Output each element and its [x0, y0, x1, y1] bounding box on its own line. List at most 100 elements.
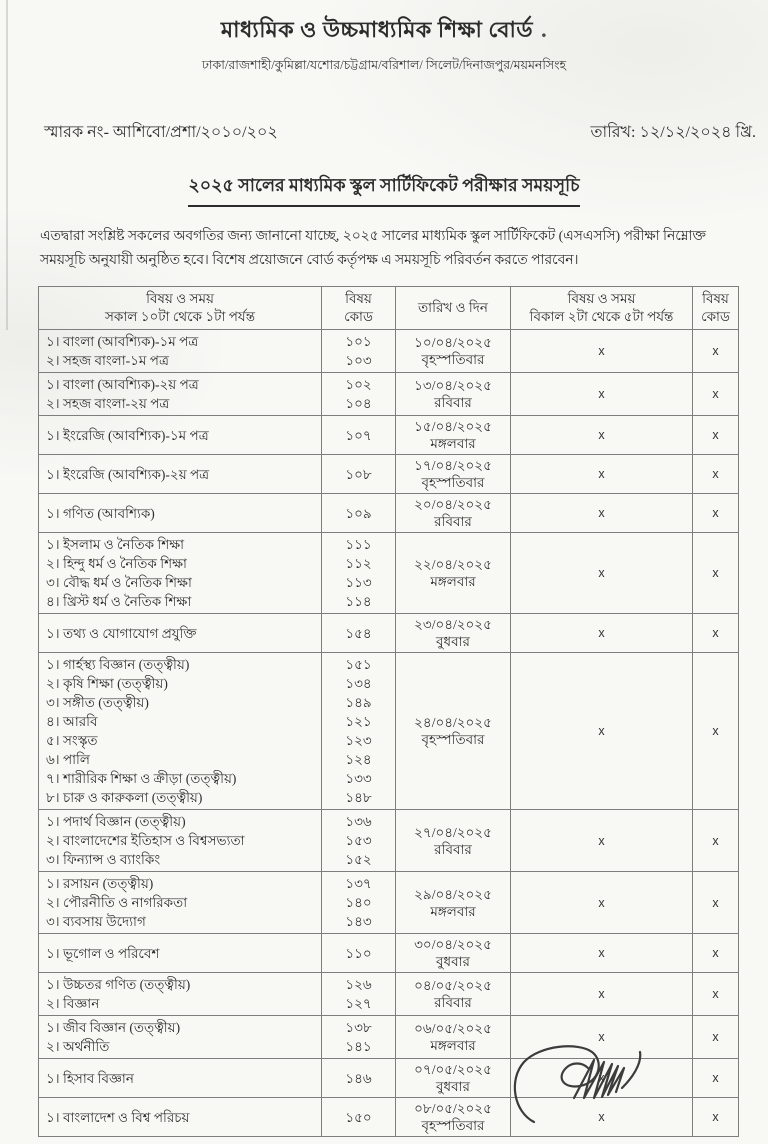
- exam-day: রবিবার: [434, 841, 472, 857]
- exam-day: মঙ্গলবার: [430, 574, 476, 590]
- subject-line: ২। কৃষি শিক্ষা (তত্ত্বীয়): [46, 676, 168, 692]
- date-cell: ০৪/০৫/২০২৫ রবিবার: [395, 972, 511, 1017]
- schedule-row: ১। গণিত (আবশ্যিক) ১০৯ ২০/০৪/২০২৫ রবিবার x x: [38, 493, 739, 534]
- schedule-row: ১। ইসলাম ও নৈতিক শিক্ষা ২। হিন্দু ধর্ম ও …: [38, 532, 739, 615]
- date-cell: ১৩/০৪/২০২৫ রবিবার: [395, 372, 511, 417]
- subject-code: ১৪৮: [345, 790, 372, 806]
- schedule-row: ১। ভূগোল ও পরিবেশ ১১০ ৩০/০৪/২০২৫ বুধবার x x: [38, 933, 739, 974]
- exam-day: মঙ্গলবার: [430, 903, 476, 919]
- schedule-row: ১। গার্হস্থ্য বিজ্ঞান (তত্ত্বীয়) ২। কৃষি…: [38, 652, 739, 811]
- subject-code-cell: ১৫১ ১৩৪ ১৪৯ ১২১ ১২৩ ১২৪ ১৩৩ ১৪৮: [321, 652, 396, 811]
- afternoon-code-cell: x: [692, 454, 739, 495]
- subject-line: ৩। ব্যবসায় উদ্যোগ: [46, 914, 146, 930]
- subject-cell: ১। ইংরেজি (আবশ্যিক)-১ম পত্র: [38, 415, 322, 456]
- exam-day: বুধবার: [436, 634, 470, 650]
- subject-code: ১৪৩: [345, 914, 372, 930]
- afternoon-cell: x: [510, 329, 693, 374]
- subject-cell: ১। উচ্চতর গণিত (তত্ত্বীয়) ২। বিজ্ঞান: [38, 972, 322, 1017]
- subject-code: ১০৮: [345, 466, 372, 482]
- header-morning-subject-line2: সকাল ১০টা থেকে ১টা পর্যন্ত: [104, 309, 255, 325]
- afternoon-cell: x: [510, 933, 693, 974]
- header-afternoon-subject: বিষয় ও সময় বিকাল ২টা থেকে ৫টা পর্যন্ত: [510, 286, 693, 331]
- exam-day: মঙ্গলবার: [430, 436, 476, 452]
- subject-cell: ১। রসায়ন (তত্ত্বীয়) ২। পৌরনীতি ও নাগরিক…: [38, 871, 322, 935]
- subject-line: ৪। খ্রিস্ট ধর্ম ও নৈতিক শিক্ষা: [46, 594, 192, 610]
- stray-dot: .: [541, 17, 548, 42]
- subject-code: ১৩৪: [345, 676, 372, 692]
- exam-date: ০৪/০৫/২০২৫: [414, 978, 492, 994]
- subject-code: ১০১: [345, 334, 372, 350]
- header-subject-code-line2: কোড: [344, 309, 373, 325]
- afternoon-code-cell: x: [692, 329, 739, 374]
- subject-code: ১২৩: [345, 733, 372, 749]
- exam-date: ১৫/০৪/২০২৫: [414, 419, 492, 435]
- subject-line: ১। উচ্চতর গণিত (তত্ত্বীয়): [46, 977, 191, 993]
- afternoon-cell: x: [510, 809, 693, 873]
- afternoon-cell: x: [510, 532, 693, 615]
- schedule-header-row: বিষয় ও সময় সকাল ১০টা থেকে ১টা পর্যন্ত …: [38, 286, 739, 331]
- issue-date: তারিখ: ১২/১২/২০২৪ খ্রি.: [590, 124, 756, 141]
- afternoon-code-cell: x: [692, 1097, 739, 1138]
- afternoon-code-cell: x: [692, 372, 739, 417]
- date-cell: ০৮/০৫/২০২৫ বৃহস্পতিবার: [395, 1097, 511, 1138]
- subject-line: ২। বাংলাদেশের ইতিহাস ও বিশ্বসভ্যতা: [46, 833, 245, 849]
- header-subject-code: বিষয় কোড: [321, 286, 396, 331]
- afternoon-code-cell: x: [692, 1058, 739, 1099]
- subject-code: ১৫৪: [345, 625, 372, 641]
- subject-line: ১। ইসলাম ও নৈতিক শিক্ষা: [46, 537, 185, 553]
- afternoon-code-cell: x: [692, 415, 739, 456]
- notice-title: ২০২৫ সালের মাধ্যমিক স্কুল সার্টিফিকেট পর…: [188, 173, 580, 207]
- subject-code: ১৫২: [345, 852, 372, 868]
- subject-code: ১০৩: [345, 353, 372, 369]
- subject-line: ১। জীব বিজ্ঞান (তত্ত্বীয়): [46, 1020, 181, 1036]
- exam-date: ০৮/০৫/২০২৫: [414, 1101, 492, 1117]
- subject-cell: ১। পদার্থ বিজ্ঞান (তত্ত্বীয়) ২। বাংলাদেশ…: [38, 809, 322, 873]
- header-afternoon-subject-line1: বিষয় ও সময়: [567, 291, 636, 307]
- subject-line: ১। বাংলা (আবশ্যিক)-২য় পত্র: [46, 377, 199, 393]
- subject-line: ১। পদার্থ বিজ্ঞান (তত্ত্বীয়): [46, 814, 186, 830]
- subject-code-cell: ১০৯: [321, 493, 396, 534]
- afternoon-code-cell: x: [692, 809, 739, 873]
- subject-code: ১৩৬: [345, 814, 372, 830]
- subject-code: ১২১: [345, 714, 372, 730]
- date-cell: ২৭/০৪/২০২৫ রবিবার: [395, 809, 511, 873]
- subject-code: ১৫৩: [345, 833, 372, 849]
- subject-line: ১। গার্হস্থ্য বিজ্ঞান (তত্ত্বীয়): [46, 657, 190, 673]
- subject-cell: ১। বাংলা (আবশ্যিক)-১ম পত্র ২। সহজ বাংলা-১…: [38, 329, 322, 374]
- exam-day: বৃহস্পতিবার: [421, 352, 485, 368]
- memo-number: স্মারক নং- আশিবো/প্রশা/২০১০/২০২: [44, 124, 278, 141]
- subject-line: ২। পৌরনীতি ও নাগরিকতা: [46, 895, 188, 911]
- exam-date: ১৭/০৪/২০২৫: [414, 458, 492, 474]
- subject-code: ১৫০: [345, 1109, 372, 1125]
- afternoon-code-cell: x: [692, 652, 739, 811]
- subject-code: ১৪১: [345, 1039, 372, 1055]
- subject-line: ১। ইংরেজি (আবশ্যিক)-২য় পত্র: [46, 466, 210, 482]
- afternoon-cell: x: [510, 613, 693, 654]
- exam-date: ১০/০৪/২০২৫: [414, 335, 492, 351]
- afternoon-code-cell: x: [692, 972, 739, 1017]
- subject-cell: ১। বাংলা (আবশ্যিক)-২য় পত্র ২। সহজ বাংলা-…: [38, 372, 322, 417]
- schedule-row: ১। উচ্চতর গণিত (তত্ত্বীয়) ২। বিজ্ঞান ১২৬ ১…: [38, 972, 739, 1017]
- subject-line: ২। বিজ্ঞান: [46, 996, 100, 1012]
- header-afternoon-code-line2: কোড: [701, 309, 730, 325]
- subject-code: ১১১: [345, 537, 372, 553]
- subject-code: ১২৪: [345, 752, 372, 768]
- subject-code-cell: ১১০: [321, 933, 396, 974]
- exam-day: বৃহস্পতিবার: [421, 1118, 485, 1134]
- subject-line: ৩। ফিন্যান্স ও ব্যাংকিং: [46, 852, 161, 868]
- subject-code: ১৪৬: [345, 1070, 372, 1086]
- exam-day: বুধবার: [436, 954, 470, 970]
- exam-date: ০৭/০৫/২০২৫: [414, 1062, 492, 1078]
- board-name: মাধ্যমিক ও উচ্চমাধ্যমিক শিক্ষা বোর্ড.: [0, 0, 768, 50]
- subject-cell: ১। জীব বিজ্ঞান (তত্ত্বীয়) ২। অর্থনীতি: [38, 1015, 322, 1060]
- schedule-row: ১। বাংলা (আবশ্যিক)-১ম পত্র ২। সহজ বাংলা-১…: [38, 329, 739, 374]
- subject-code: ১০৭: [345, 427, 372, 443]
- exam-date: ২৯/০৪/২০২৫: [414, 886, 492, 902]
- subject-code-cell: ১০২ ১০৪: [321, 372, 396, 417]
- header-date-day: তারিখ ও দিন: [395, 286, 511, 331]
- subject-code: ১১৩: [345, 575, 372, 591]
- subject-line: ২। সহজ বাংলা-২য় পত্র: [46, 396, 170, 412]
- subject-line: ১। হিসাব বিজ্ঞান: [46, 1070, 134, 1086]
- exam-day: রবিবার: [434, 995, 472, 1011]
- subject-code-cell: ১০১ ১০৩: [321, 329, 396, 374]
